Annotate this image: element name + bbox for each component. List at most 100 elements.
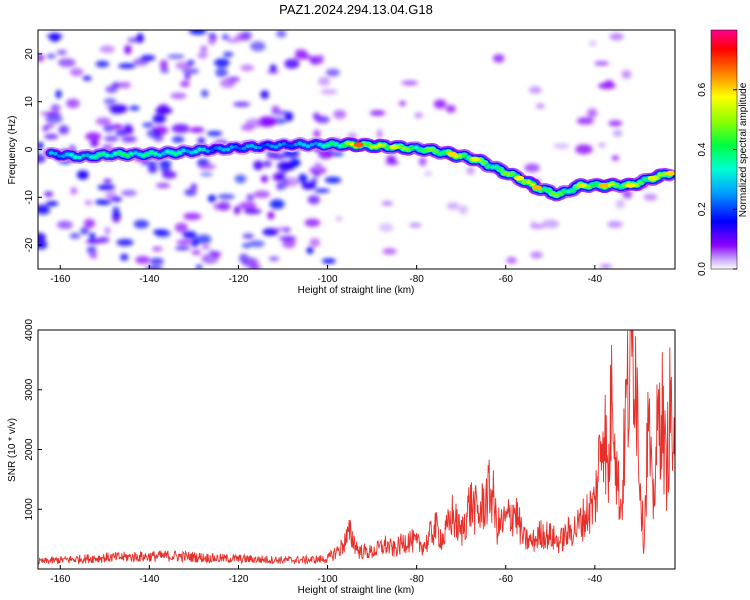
noise-blob <box>189 126 205 133</box>
ridge-segment <box>141 153 147 158</box>
x-tick-label: -80 <box>409 274 424 285</box>
noise-blob <box>187 60 195 66</box>
noise-blob <box>306 246 314 255</box>
noise-blob <box>105 190 117 201</box>
ridge-segment <box>53 152 58 156</box>
noise-blob <box>121 135 137 143</box>
ridge-hotspot <box>447 151 458 157</box>
noise-blob <box>611 155 619 161</box>
noise-blob <box>155 107 173 115</box>
noise-blob <box>333 109 347 119</box>
ridge-segment <box>109 153 114 158</box>
noise-blob <box>200 172 213 177</box>
ridge-segment <box>465 155 471 160</box>
noise-blob <box>129 105 140 111</box>
ridge-segment <box>498 167 503 172</box>
noise-blob <box>189 30 207 35</box>
noise-blob <box>445 104 456 113</box>
noise-blob <box>182 68 199 75</box>
ridge-segment <box>93 155 98 159</box>
noise-blob <box>56 49 68 55</box>
noise-blob <box>38 206 51 215</box>
ridge-segment <box>173 152 179 156</box>
noise-blob <box>69 68 84 77</box>
noise-blob <box>301 182 316 190</box>
noise-blob <box>608 120 623 127</box>
noise-blob <box>542 219 560 229</box>
noise-blob <box>382 248 397 255</box>
ridge-segment <box>642 177 648 182</box>
ridge-segment <box>137 152 143 157</box>
noise-blob <box>621 69 632 79</box>
noise-blob <box>207 194 216 203</box>
noise-blob <box>272 227 291 232</box>
x-tick-label: -40 <box>588 274 603 285</box>
ridge-hotspot <box>625 182 636 188</box>
ridge-segment <box>365 142 371 147</box>
noise-blob <box>103 98 117 105</box>
ridge-segment <box>277 143 283 147</box>
ridge-segment <box>201 147 207 152</box>
noise-blob <box>267 211 275 220</box>
colorbar-tick-label: 0.0 <box>697 262 708 276</box>
ridge-hotspot <box>665 170 675 176</box>
ridge-segment <box>285 143 291 148</box>
noise-blob <box>95 60 110 68</box>
ridge-segment <box>129 152 134 156</box>
x-tick-label: -100 <box>318 574 338 585</box>
snr-y-ticks: 1000 2000 3000 4000 <box>24 318 42 520</box>
noise-blob <box>315 115 330 124</box>
ridge-hotspot <box>469 156 480 162</box>
ridge-segment <box>502 171 507 175</box>
x-tick-label: -160 <box>50 574 70 585</box>
noise-blob <box>321 258 336 264</box>
colorbar-tick-label: 0.6 <box>697 82 708 96</box>
ridge-segment <box>221 148 227 152</box>
noise-blob <box>46 53 56 59</box>
ridge-segment <box>253 145 259 150</box>
ridge-segment <box>490 165 495 169</box>
spectrogram-y-axis-label: Frequency (Hz) <box>7 116 18 185</box>
noise-blob <box>253 190 271 199</box>
ridge-segment <box>225 147 231 152</box>
ridge-segment <box>317 142 323 147</box>
noise-blob <box>84 218 95 229</box>
ridge-segment <box>634 183 640 187</box>
chart-title: PAZ1.2024.294.13.04.G18 <box>279 2 433 17</box>
colorbar-ticks: 0.0 0.2 0.4 0.6 <box>697 82 737 276</box>
ridge-segment <box>213 146 219 150</box>
noise-blob <box>424 171 433 177</box>
noise-blob <box>80 227 89 235</box>
noise-blob <box>152 246 163 252</box>
noise-blob <box>281 163 296 171</box>
noise-blob <box>409 223 422 228</box>
ridge-segment <box>385 145 391 150</box>
x-tick-label: -100 <box>318 274 338 285</box>
ridge-segment <box>197 147 203 152</box>
noise-blob <box>335 216 343 221</box>
noise-blob <box>121 189 137 197</box>
ridge-segment <box>457 154 463 158</box>
y-tick-label: 20 <box>24 48 35 60</box>
ridge-segment <box>658 172 664 177</box>
noise-blob <box>127 37 144 43</box>
noise-blob <box>378 223 394 232</box>
noise-blob <box>466 166 475 175</box>
noise-blob <box>76 170 89 180</box>
ridge-segment <box>437 151 443 156</box>
ridge-hotspot <box>647 175 658 181</box>
noise-blob <box>217 194 235 200</box>
ridge-segment <box>341 143 347 147</box>
noise-blob <box>170 92 187 100</box>
ridge-segment <box>237 146 243 151</box>
noise-blob <box>182 231 197 239</box>
spectrogram-x-axis-label: Height of straight line (km) <box>298 285 415 296</box>
noise-blob <box>260 175 269 183</box>
ridge-segment <box>209 148 215 153</box>
noise-blob <box>45 201 59 207</box>
ridge-segment <box>554 193 559 197</box>
noise-blob <box>197 137 206 145</box>
x-tick-label: -120 <box>228 274 248 285</box>
noise-blob <box>376 129 383 139</box>
ridge-segment <box>121 152 126 157</box>
